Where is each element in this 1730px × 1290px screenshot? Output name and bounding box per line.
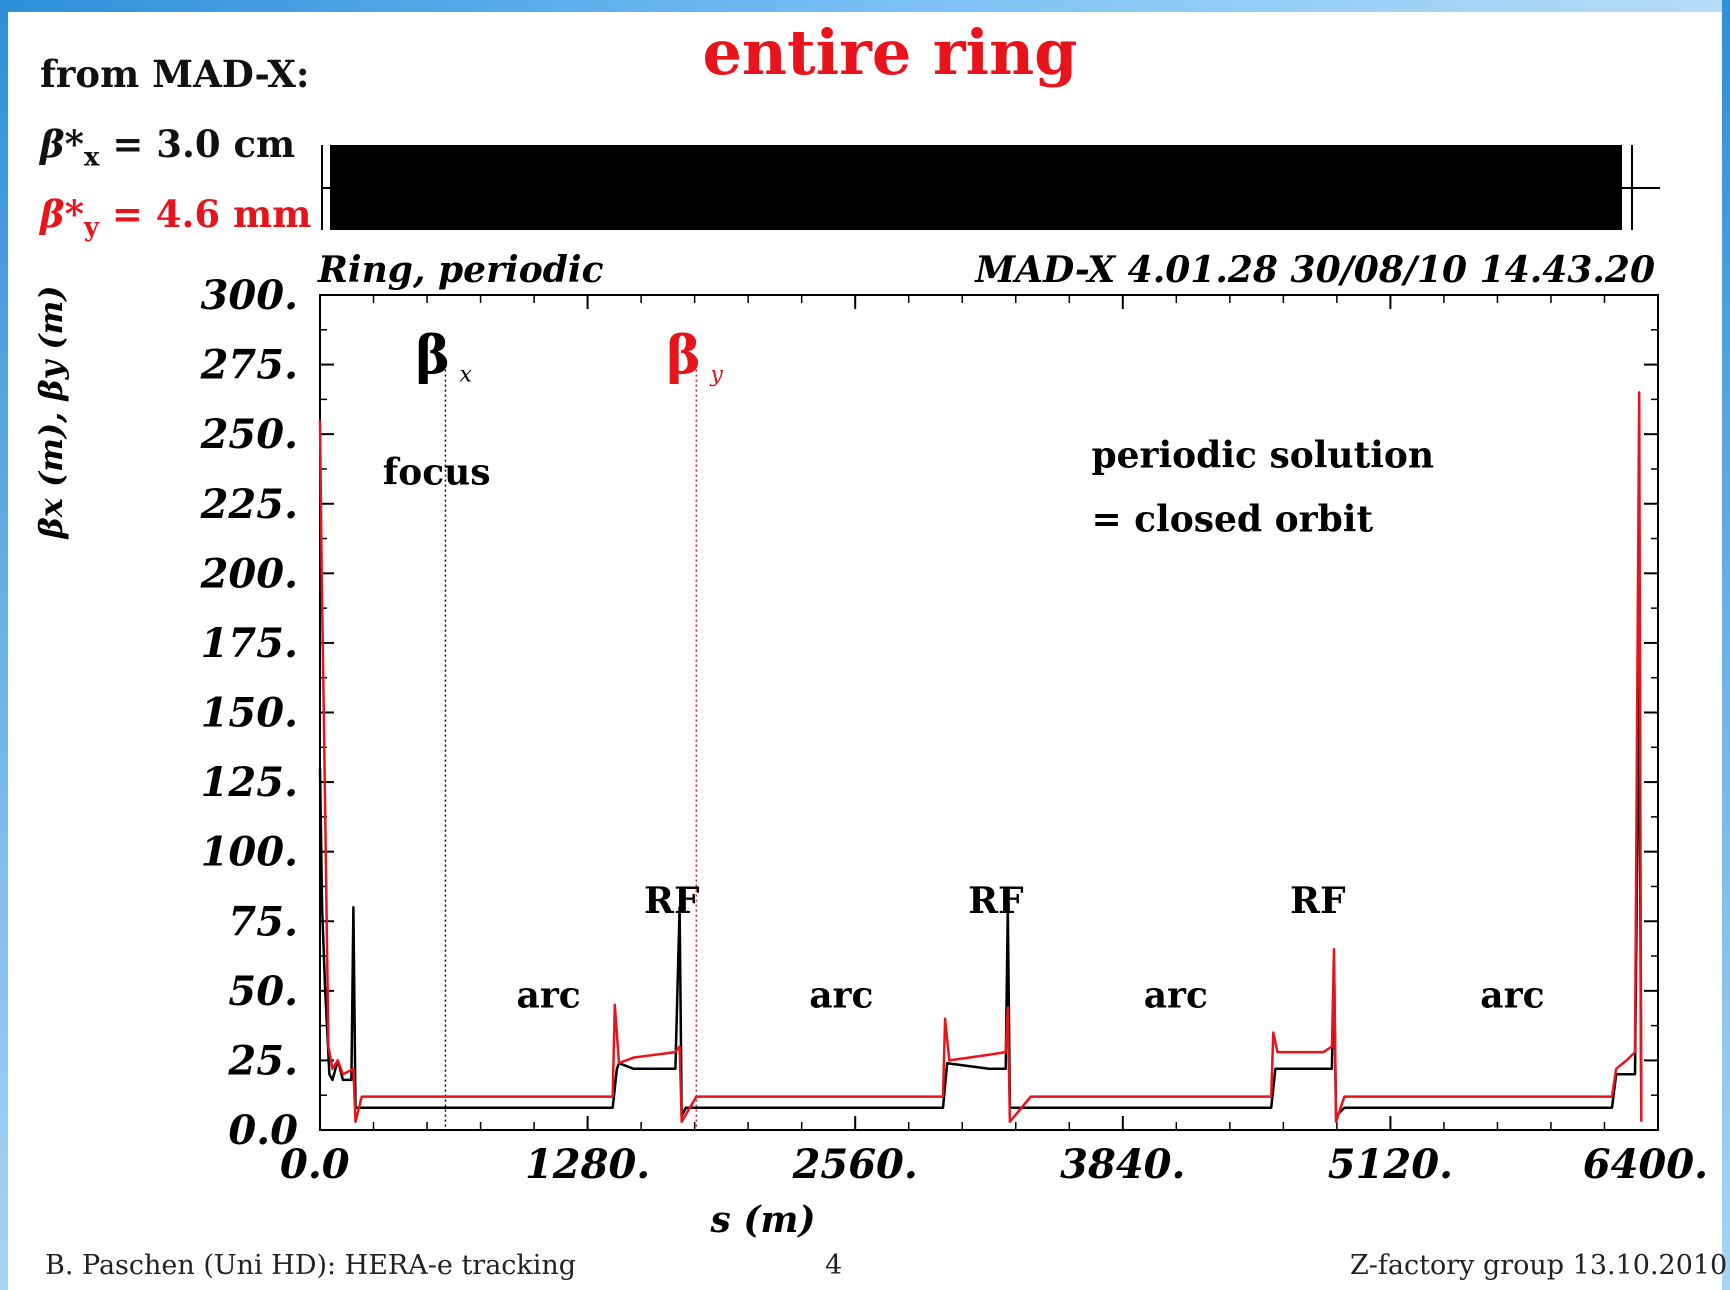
axis-ticks <box>319 294 1659 1131</box>
slide-frame-left <box>0 0 8 1290</box>
lattice-layout-strip <box>321 145 1660 230</box>
x-tick-label: 5120. <box>1328 1141 1453 1188</box>
series-line-beta-y <box>318 391 1643 1123</box>
y-tick-label: 275. <box>200 342 298 389</box>
x-tick-label: 6400. <box>1583 1141 1708 1188</box>
source-label: from MAD-X: <box>40 52 310 96</box>
x-tick-label: 2560. <box>792 1141 918 1188</box>
y-tick-label: 50. <box>228 968 298 1015</box>
annotation-rf: RF <box>1290 880 1346 922</box>
y-tick-label: 0.0 <box>228 1107 298 1154</box>
beta-x-star-label: β*x = 3.0 cm <box>40 122 296 173</box>
y-tick-label: 150. <box>201 690 298 737</box>
axis-tick-labels: 0.0 25. 50. 75. 100. 125. 150. 175. 200. 225. 250.… <box>200 272 1708 1188</box>
y-tick-label: 225. <box>200 481 298 528</box>
annotation-rf: RF <box>968 880 1024 922</box>
data-series <box>318 391 1643 1123</box>
y-tick-label: 125. <box>201 759 298 806</box>
slide-frame-right <box>1722 0 1730 1290</box>
annotation-arc: arc <box>809 975 873 1017</box>
slide-frame-top <box>0 0 1730 12</box>
beta-function-chart: Ring, periodic MAD-X 4.01.28 30/08/10 14… <box>32 145 1708 1240</box>
beta-y-star-label: β*y = 4.6 mm <box>40 192 312 243</box>
beta-y-marker-subscript: y <box>709 362 723 387</box>
annotation-periodic-solution: periodic solution <box>1091 435 1434 477</box>
y-tick-label: 200. <box>200 550 298 597</box>
y-tick-label: 75. <box>228 898 298 945</box>
y-tick-label: 25. <box>227 1037 298 1084</box>
chart-annotations: focus periodic solution = closed orbit RF RF… <box>383 435 1545 1017</box>
y-tick-label: 250. <box>200 411 298 458</box>
annotation-arc: arc <box>517 975 581 1017</box>
x-tick-label: 1280. <box>525 1141 650 1188</box>
annotation-focus: focus <box>383 451 491 493</box>
y-tick-label: 175. <box>201 620 298 667</box>
beta-x-marker-subscript: x <box>459 362 472 387</box>
chart-title: Ring, periodic <box>317 249 604 291</box>
x-axis-label: s (m) <box>710 1199 816 1240</box>
x-tick-label: 0.0 <box>280 1141 350 1188</box>
x-tick-label: 3840. <box>1060 1141 1185 1188</box>
y-axis-label: βx (m), βy (m) <box>32 285 70 539</box>
footer-page-number: 4 <box>825 1250 843 1281</box>
annotation-arc: arc <box>1480 975 1544 1017</box>
slide-title: entire ring <box>702 16 1078 89</box>
y-tick-label: 100. <box>201 829 298 876</box>
beta-y-marker-label: β <box>666 325 701 386</box>
y-tick-label: 300. <box>201 272 298 319</box>
beta-x-marker-label: β <box>415 325 450 386</box>
annotation-arc: arc <box>1144 975 1208 1017</box>
footer-author: B. Paschen (Uni HD): HERA-e tracking <box>45 1250 577 1281</box>
footer-event: Z-factory group 13.10.2010 <box>1350 1250 1728 1281</box>
annotation-rf: RF <box>644 880 700 922</box>
chart-subtitle: MAD-X 4.01.28 30/08/10 14.43.20 <box>973 249 1655 291</box>
annotation--closed-orbit: = closed orbit <box>1091 499 1373 541</box>
